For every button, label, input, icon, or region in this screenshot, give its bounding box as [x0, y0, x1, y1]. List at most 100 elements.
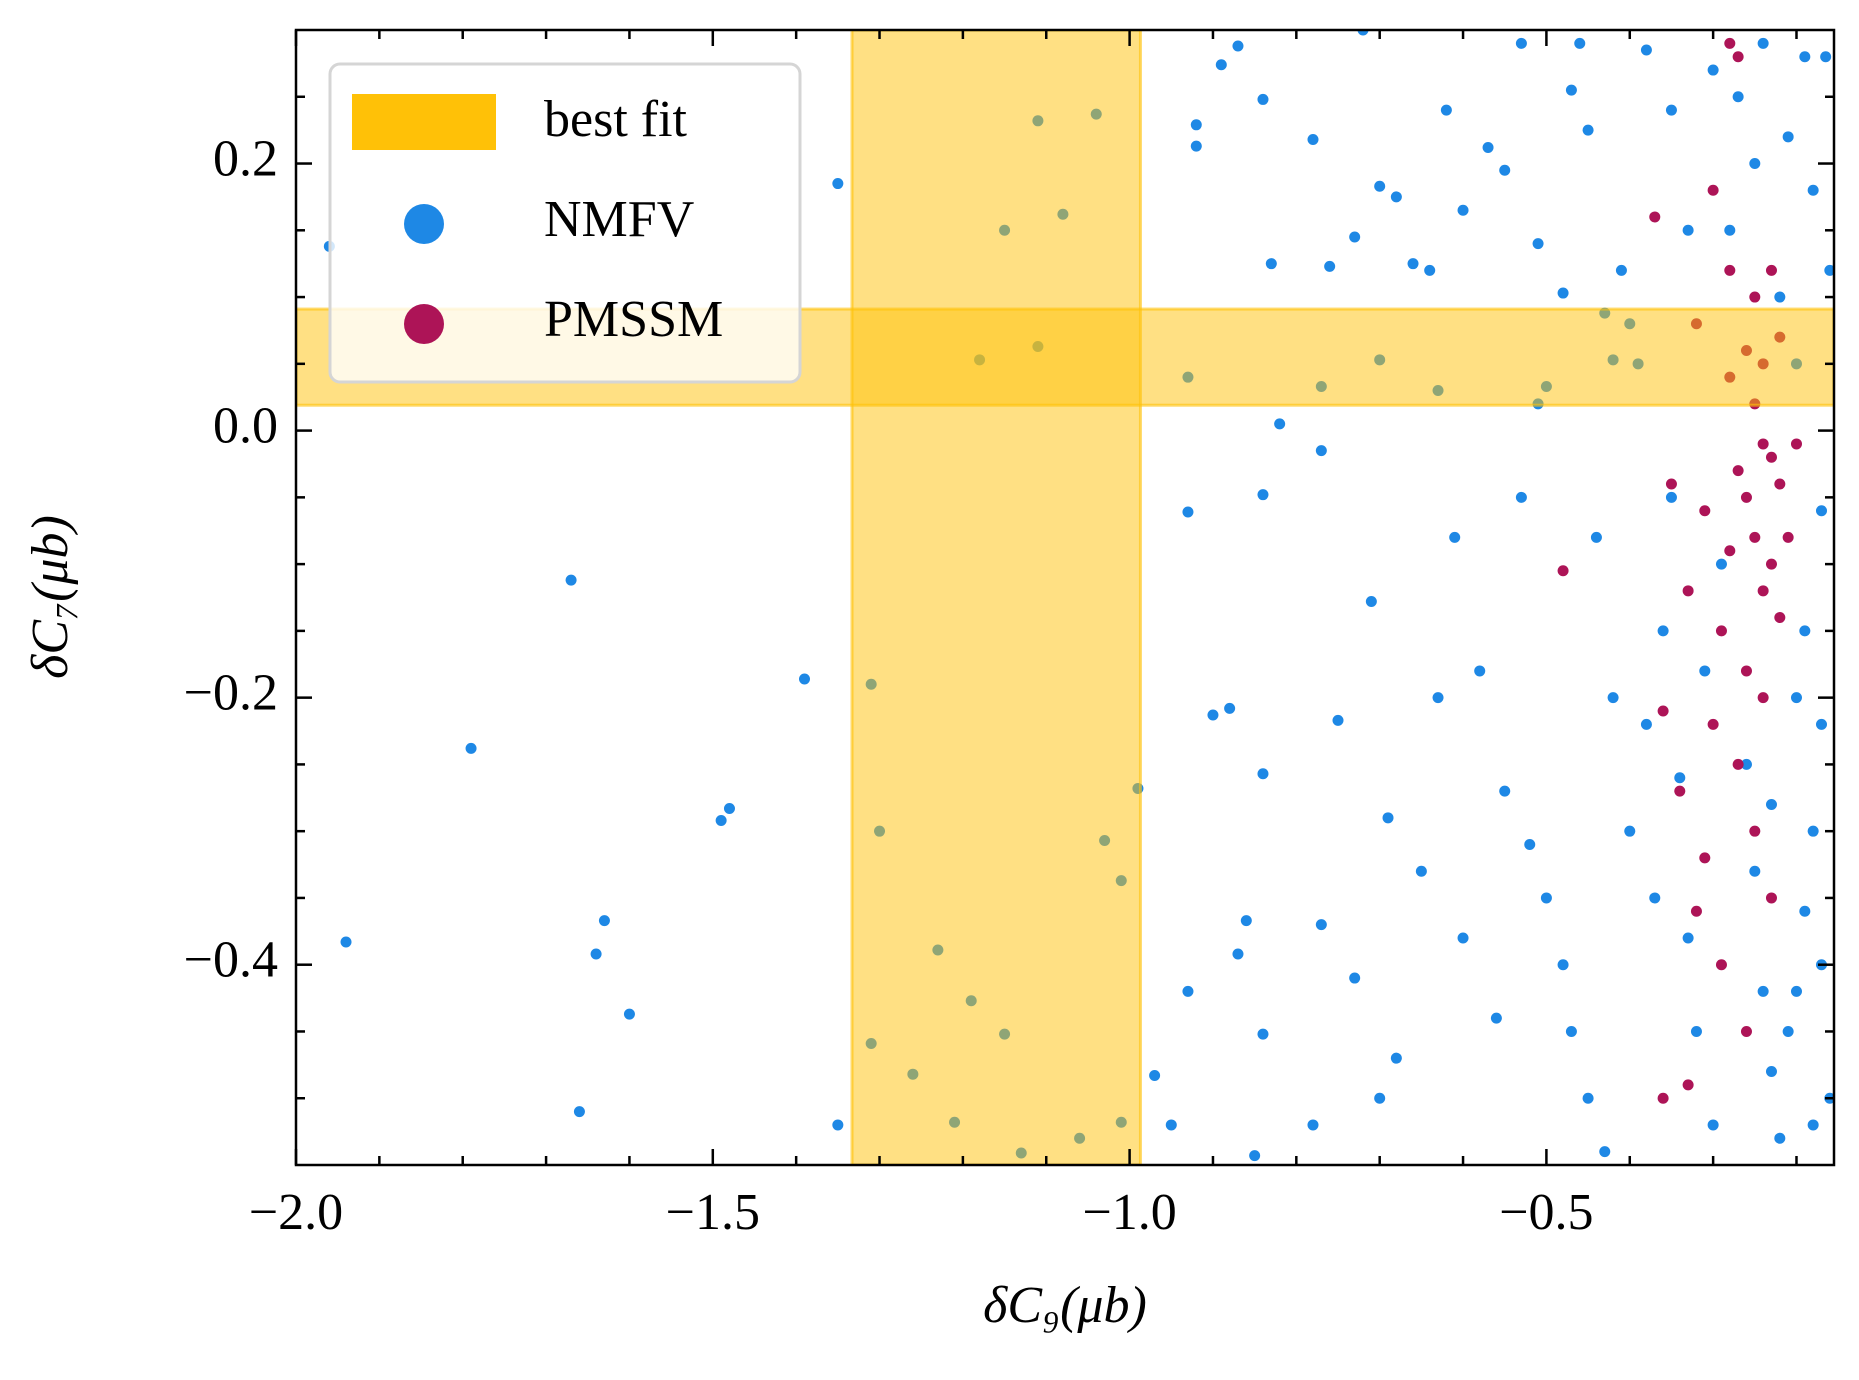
- point: [1799, 905, 1811, 917]
- point: [1820, 51, 1832, 63]
- point: [1799, 51, 1811, 63]
- y-tick-label: 0.2: [213, 130, 278, 187]
- legend-swatch: [352, 94, 496, 150]
- point: [590, 948, 602, 960]
- point: [1707, 1119, 1719, 1131]
- point: [1257, 1028, 1269, 1040]
- point: [1149, 1070, 1161, 1082]
- point: [1374, 180, 1386, 192]
- x-tick-label: −1.5: [666, 1184, 760, 1241]
- point: [1715, 959, 1727, 971]
- point: [1724, 264, 1736, 276]
- point: [1749, 291, 1761, 303]
- point: [1307, 1119, 1319, 1131]
- point: [1757, 585, 1769, 597]
- point: [1490, 1012, 1502, 1024]
- point: [1765, 264, 1777, 276]
- x-tick-label: −2.0: [249, 1184, 343, 1241]
- point: [1449, 531, 1461, 543]
- point: [1824, 264, 1834, 276]
- point: [1474, 665, 1486, 677]
- point: [1565, 1025, 1577, 1037]
- point: [1740, 1025, 1752, 1037]
- point: [1765, 798, 1777, 810]
- point: [565, 574, 577, 586]
- plot-frame: [294, 28, 1836, 1167]
- point: [1665, 478, 1677, 490]
- point: [1274, 418, 1286, 430]
- point: [1807, 1119, 1819, 1131]
- point: [1807, 184, 1819, 196]
- point: [1249, 1150, 1261, 1162]
- point: [1257, 768, 1269, 780]
- point: [1482, 142, 1494, 154]
- point: [1682, 585, 1694, 597]
- point: [723, 802, 735, 814]
- point: [1440, 104, 1452, 116]
- point: [1532, 238, 1544, 250]
- point: [1607, 692, 1619, 704]
- point: [1674, 785, 1686, 797]
- point: [1457, 204, 1469, 216]
- point: [1724, 224, 1736, 236]
- point: [832, 1119, 844, 1131]
- legend-label: best fit: [544, 91, 688, 148]
- point: [1265, 258, 1277, 270]
- point: [1732, 51, 1744, 63]
- point: [1707, 718, 1719, 730]
- point: [1565, 84, 1577, 96]
- point: [1182, 985, 1194, 997]
- point: [1557, 959, 1569, 971]
- point: [1324, 260, 1336, 272]
- legend-label: PMSSM: [544, 291, 723, 348]
- point: [1774, 478, 1786, 490]
- point: [1640, 718, 1652, 730]
- point: [1657, 1092, 1669, 1104]
- point: [1682, 1079, 1694, 1091]
- point: [1332, 714, 1344, 726]
- point: [1732, 758, 1744, 770]
- point: [1690, 1025, 1702, 1037]
- point: [1349, 972, 1361, 984]
- point: [1557, 287, 1569, 299]
- point: [1182, 506, 1194, 518]
- point: [1757, 438, 1769, 450]
- point: [1815, 505, 1827, 517]
- legend-label: NMFV: [544, 191, 694, 248]
- point: [1690, 905, 1702, 917]
- point: [1390, 191, 1402, 203]
- point: [1757, 692, 1769, 704]
- point: [1707, 64, 1719, 76]
- point: [1765, 1066, 1777, 1078]
- point: [1390, 1052, 1402, 1064]
- point: [1415, 865, 1427, 877]
- point: [1749, 531, 1761, 543]
- point: [1424, 264, 1436, 276]
- point: [1757, 985, 1769, 997]
- point: [1365, 596, 1377, 608]
- point: [1315, 445, 1327, 457]
- point: [1257, 489, 1269, 501]
- y-tick-label: −0.4: [184, 932, 278, 989]
- x-tick-label: −0.5: [1499, 1184, 1593, 1241]
- point: [1215, 59, 1227, 71]
- point: [1349, 231, 1361, 243]
- point: [1715, 625, 1727, 637]
- point: [1790, 692, 1802, 704]
- point: [1749, 865, 1761, 877]
- point: [1649, 892, 1661, 904]
- point: [1524, 839, 1536, 851]
- y-tick-label: 0.0: [213, 398, 278, 455]
- point: [340, 936, 352, 948]
- point: [1315, 919, 1327, 931]
- point: [1774, 1132, 1786, 1144]
- point: [1774, 612, 1786, 624]
- point: [1357, 30, 1369, 36]
- point: [798, 673, 810, 685]
- point: [1799, 625, 1811, 637]
- point: [1749, 825, 1761, 837]
- point: [1307, 133, 1319, 145]
- point: [1740, 665, 1752, 677]
